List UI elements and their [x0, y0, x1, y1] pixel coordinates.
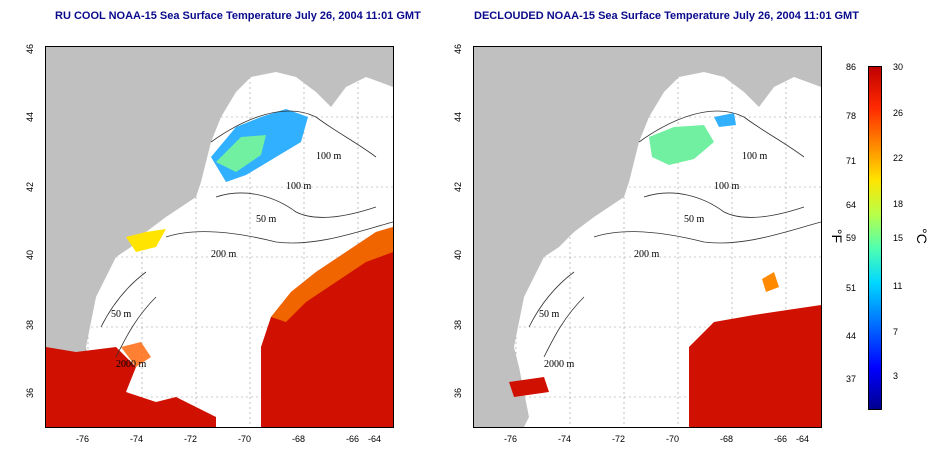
contour-label: 2000 m — [116, 359, 147, 370]
celsius-label: 30 — [893, 62, 904, 72]
x-tick: -64 — [796, 434, 810, 444]
y-tick: 46 — [453, 44, 463, 55]
contour-label: 50 m — [684, 214, 705, 225]
y-tick: 42 — [453, 182, 463, 193]
contour-label: 100 m — [316, 151, 342, 162]
x-tick: -74 — [558, 434, 572, 444]
celsius-label: 7 — [893, 327, 899, 337]
right-map-title: DECLOUDED NOAA-15 Sea Surface Temperatur… — [474, 10, 859, 22]
left-sst-map: 100 m 100 m 50 m 200 m 50 m 2000 m — [45, 46, 394, 428]
left-map-title: RU COOL NOAA-15 Sea Surface Temperature … — [55, 10, 421, 22]
contour-label: 200 m — [634, 249, 660, 260]
x-tick: -76 — [76, 434, 90, 444]
land-mass — [46, 47, 393, 427]
x-tick: -66 — [774, 434, 788, 444]
x-tick: -70 — [666, 434, 680, 444]
temperature-colorbar — [868, 66, 882, 410]
contour-label: 100 m — [286, 181, 312, 192]
celsius-label: 11 — [893, 281, 903, 291]
fahrenheit-label: 64 — [846, 200, 857, 210]
x-tick: -76 — [504, 434, 518, 444]
fahrenheit-unit: °F — [829, 228, 846, 244]
fahrenheit-label: 86 — [846, 62, 857, 72]
x-tick: -72 — [612, 434, 626, 444]
y-tick: 38 — [453, 320, 463, 331]
y-tick: 44 — [453, 112, 463, 123]
y-tick: 40 — [453, 250, 463, 261]
right-sst-map: 100 m 100 m 50 m 200 m 50 m 2000 m — [473, 46, 822, 428]
y-tick: 40 — [25, 250, 35, 261]
cool-water — [649, 125, 714, 165]
celsius-label: 26 — [893, 108, 904, 118]
fahrenheit-label: 44 — [846, 331, 857, 341]
contour-label: 200 m — [211, 249, 237, 260]
depth-contours — [100, 110, 393, 358]
x-tick: -70 — [238, 434, 252, 444]
contour-label: 50 m — [256, 214, 277, 225]
depth-contours — [528, 110, 821, 358]
y-tick: 36 — [25, 388, 35, 399]
x-tick: -68 — [720, 434, 734, 444]
celsius-label: 18 — [893, 199, 904, 209]
y-tick: 42 — [25, 182, 35, 193]
celsius-label: 3 — [893, 371, 899, 381]
x-tick: -74 — [130, 434, 144, 444]
celsius-label: 22 — [893, 153, 904, 163]
warm-water — [689, 305, 821, 427]
contour-label: 100 m — [742, 151, 768, 162]
x-tick: -68 — [292, 434, 306, 444]
fahrenheit-label: 51 — [846, 283, 857, 293]
y-tick: 36 — [453, 388, 463, 399]
x-tick: -66 — [346, 434, 360, 444]
fahrenheit-label: 59 — [846, 233, 857, 243]
contour-label: 50 m — [539, 309, 560, 320]
fahrenheit-label: 37 — [846, 374, 857, 384]
celsius-label: 15 — [893, 233, 904, 243]
contour-label: 100 m — [714, 181, 740, 192]
contour-label: 50 m — [111, 309, 132, 320]
contour-label: 2000 m — [544, 359, 575, 370]
x-tick: -72 — [184, 434, 198, 444]
x-tick: -64 — [368, 434, 382, 444]
celsius-unit: °C — [913, 228, 930, 244]
warm-water — [261, 227, 393, 427]
y-tick: 44 — [25, 112, 35, 123]
y-tick: 46 — [25, 44, 35, 55]
y-tick: 38 — [25, 320, 35, 331]
fahrenheit-label: 71 — [846, 156, 857, 166]
fahrenheit-label: 78 — [846, 111, 857, 121]
land-mass — [474, 47, 821, 427]
